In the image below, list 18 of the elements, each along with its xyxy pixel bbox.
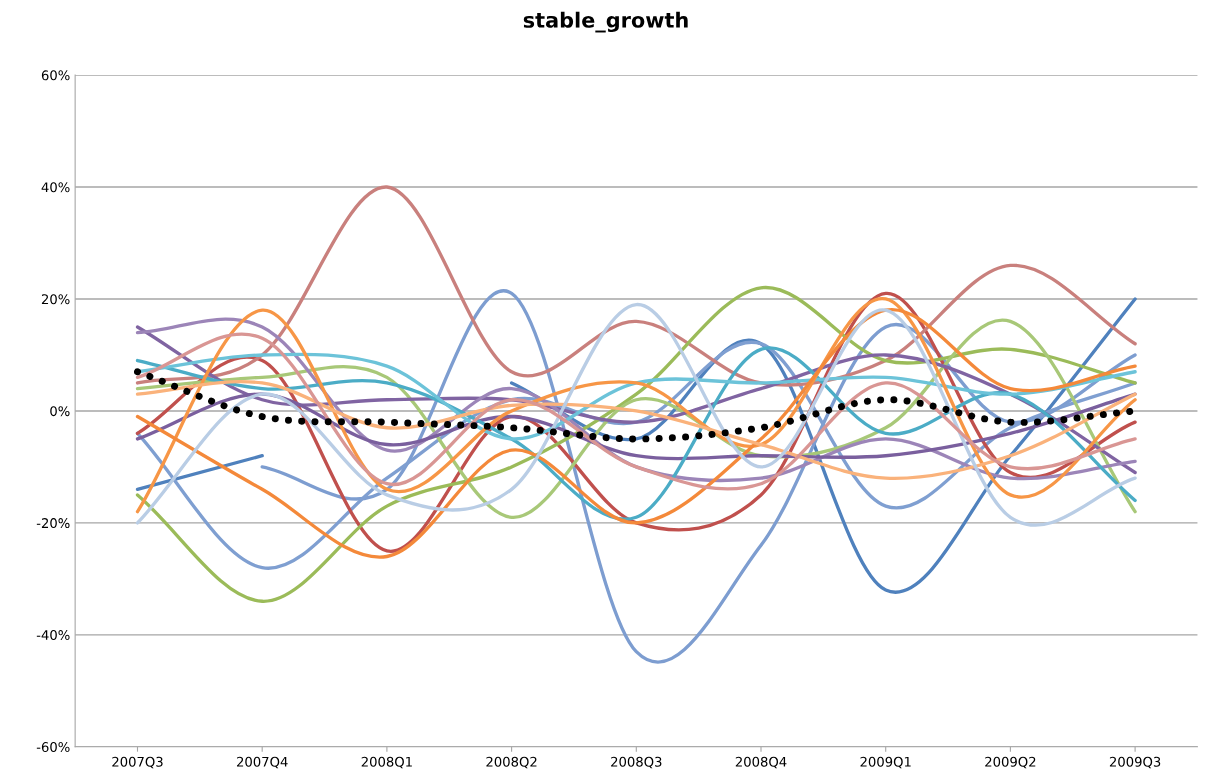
x-tick-label: 2008Q3 [611, 756, 662, 769]
x-tick-label: 2009Q3 [1109, 756, 1161, 769]
x-tick-label: 2008Q2 [486, 756, 537, 769]
y-tick-label: 60% [41, 70, 70, 81]
y-tick-label: 40% [41, 182, 70, 193]
y-tick-label: -20% [36, 518, 70, 529]
x-tick-label: 2008Q1 [361, 756, 412, 769]
line-series [135, 380, 1137, 480]
x-tick-label: 2007Q4 [236, 756, 288, 769]
chart-title: stable_growth [523, 11, 688, 33]
y-tick-label: -40% [36, 630, 70, 641]
y-tick-label: 0% [50, 406, 70, 417]
y-tick-label: 20% [41, 294, 70, 305]
x-tick-label: 2009Q2 [985, 756, 1036, 769]
y-tick-label: -60% [36, 742, 70, 753]
x-tick-label: 2008Q4 [735, 756, 787, 769]
x-tick-label: 2009Q1 [860, 756, 911, 769]
x-tick-label: 2007Q3 [112, 756, 163, 769]
